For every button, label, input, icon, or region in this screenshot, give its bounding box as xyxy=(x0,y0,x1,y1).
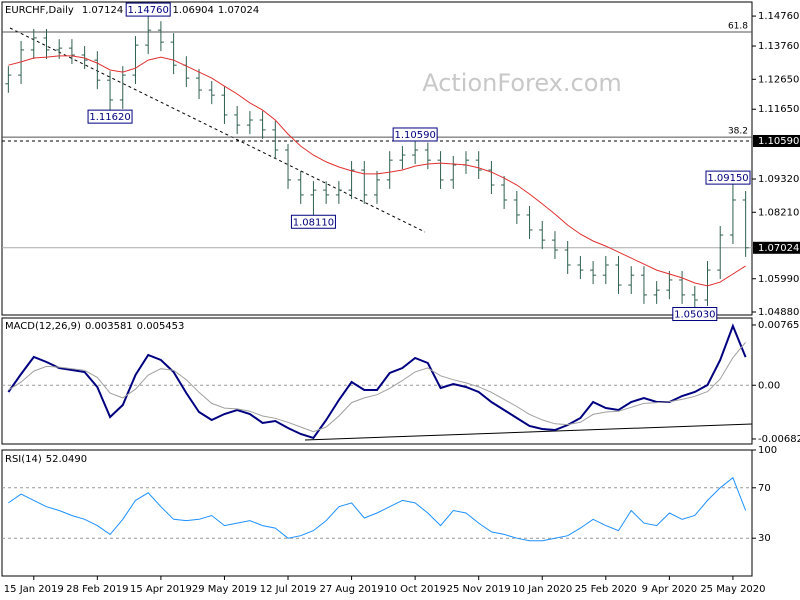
annotation-box xyxy=(672,307,718,322)
x-tick-label: 12 Jul 2019 xyxy=(260,584,317,595)
y-tick-label: 100 xyxy=(758,445,777,456)
series-line xyxy=(8,476,747,542)
macd-title: MACD(12,26,9) xyxy=(5,321,81,332)
x-tick-label: 29 May 2019 xyxy=(192,584,257,595)
annotation-box xyxy=(705,170,751,185)
y-tick-label: 0.007655 xyxy=(758,320,800,331)
annotation-label: 1.09150 xyxy=(707,173,748,184)
annotation-label: 1.10590 xyxy=(394,130,435,141)
fib-label: 61.8 xyxy=(728,21,748,31)
annotation-box xyxy=(125,2,171,17)
rsi-title: RSI(14) xyxy=(5,454,42,465)
macd-main: 0.003581 xyxy=(85,321,133,332)
series-line xyxy=(8,341,746,433)
x-tick-label: 25 Nov 2019 xyxy=(447,584,511,595)
trend-line xyxy=(9,27,426,233)
price-box-label: 1.10590 xyxy=(758,136,799,147)
rsi-header: RSI(14) 52.0490 xyxy=(5,454,87,465)
x-tick-label: 28 Feb 2019 xyxy=(66,584,128,595)
series-line xyxy=(7,323,747,440)
y-tick-label: 30 xyxy=(758,533,771,544)
moving-average xyxy=(8,55,746,287)
x-tick-label: 27 Aug 2019 xyxy=(320,584,384,595)
y-tick-label: 0.00 xyxy=(758,380,780,391)
macd-panel xyxy=(1,317,753,445)
price-box-label: 1.07024 xyxy=(758,243,799,254)
y-tick-label: 1.08210 xyxy=(758,207,799,218)
y-tick-label: 1.11650 xyxy=(758,104,799,115)
header-close: 1.07024 xyxy=(218,5,259,16)
annotation-box xyxy=(290,214,336,229)
y-tick-label: 1.13760 xyxy=(758,41,799,52)
header-open: 1.07124 xyxy=(82,5,123,16)
annotation-box xyxy=(392,127,438,142)
y-tick-label: 1.05990 xyxy=(758,274,799,285)
annotation-label: 1.08110 xyxy=(293,217,334,228)
x-tick-label: 25 May 2020 xyxy=(700,584,765,595)
y-tick-label: 70 xyxy=(758,483,771,494)
x-tick-label: 15 Jan 2019 xyxy=(4,584,64,595)
y-tick-label: 1.09320 xyxy=(758,174,799,185)
annotation-label: 1.14760 xyxy=(128,5,169,16)
header-low: 1.06904 xyxy=(173,5,214,16)
x-tick-label: 25 Feb 2020 xyxy=(575,584,637,595)
x-tick-label: 10 Jan 2020 xyxy=(512,584,572,595)
rsi-value: 52.0490 xyxy=(46,454,87,465)
symbol: EURCHF,Daily xyxy=(5,5,74,16)
annotation-box xyxy=(87,109,133,124)
macd-signal: 0.005453 xyxy=(137,321,185,332)
macd-header: MACD(12,26,9) 0.003581 0.005453 xyxy=(5,321,184,332)
annotation-label: 1.11620 xyxy=(89,112,130,123)
y-tick-label: -0.006822 xyxy=(758,434,800,445)
y-tick-label: 1.04880 xyxy=(758,307,799,318)
rsi-panel xyxy=(1,449,753,577)
price-box xyxy=(753,134,800,147)
fib-label: 38.2 xyxy=(728,127,748,137)
annotation-label: 1.05030 xyxy=(674,310,715,321)
y-tick-label: 1.14760 xyxy=(758,11,799,22)
x-tick-label: 10 Oct 2019 xyxy=(384,584,446,595)
x-tick-label: 9 Apr 2020 xyxy=(642,584,697,595)
watermark: ActionForex.com xyxy=(422,69,622,97)
x-tick-label: 15 Apr 2019 xyxy=(130,584,192,595)
price-panel xyxy=(1,1,753,316)
y-tick-label: 1.12650 xyxy=(758,74,799,85)
price-box xyxy=(753,241,800,254)
macd-trend-line xyxy=(304,423,753,441)
